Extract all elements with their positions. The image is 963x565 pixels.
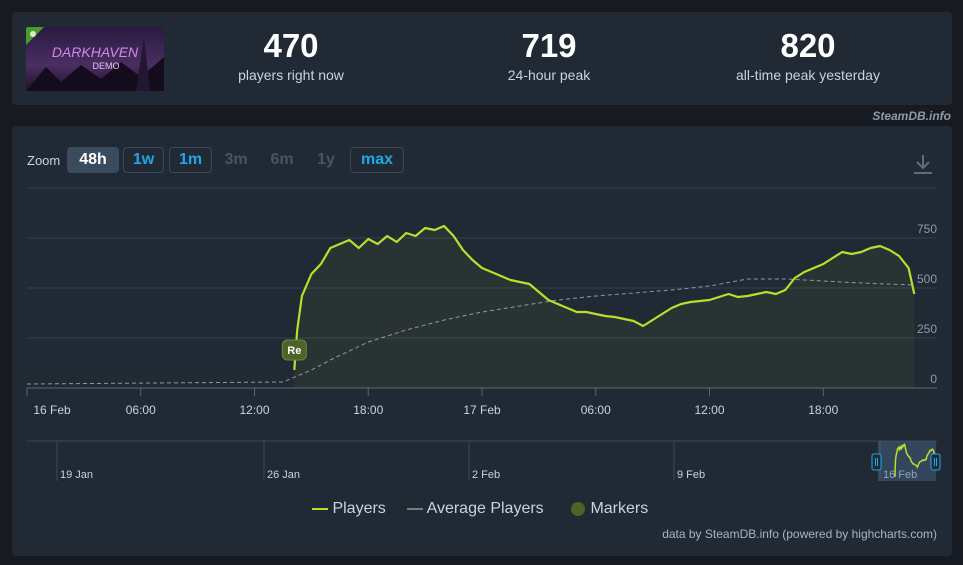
zoom-label: Zoom	[27, 153, 61, 168]
current-players-value: 470	[263, 27, 319, 64]
navigator-left-handle[interactable]	[871, 453, 882, 471]
x-tick-label: 12:00	[239, 403, 269, 417]
logo-title: DARKHAVEN	[52, 44, 139, 60]
x-tick-label: 06:00	[581, 403, 611, 417]
y-axis-labels: 750 500 250 0	[917, 222, 937, 386]
navigator-label: 19 Jan	[60, 469, 93, 481]
current-players-label: players right now	[238, 67, 344, 83]
steamdb-watermark[interactable]: SteamDB.info	[872, 109, 951, 123]
stat-all-time-peak: 820 all-time peak yesterday	[718, 26, 898, 84]
players-area	[294, 226, 915, 388]
release-marker-label: Re	[287, 345, 301, 357]
all-time-peak-value: 820	[780, 27, 836, 64]
stat-24h-peak: 719 24-hour peak	[478, 26, 620, 84]
zoom-48h-button[interactable]: 48h	[67, 147, 119, 173]
average-legend-icon	[407, 508, 423, 510]
zoom-1m-button[interactable]: 1m	[169, 147, 212, 173]
y-tick-label: 500	[917, 272, 937, 286]
players-legend-icon	[312, 507, 328, 510]
stat-current-players: 470 players right now	[210, 26, 372, 84]
navigator[interactable]: 19 Jan 26 Jan 2 Feb 9 Feb 16 Feb	[27, 440, 941, 481]
zoom-1w-button[interactable]: 1w	[123, 147, 164, 173]
navigator-selection	[878, 441, 936, 481]
y-tick-label: 250	[917, 322, 937, 336]
chart-card	[12, 126, 952, 556]
release-marker[interactable]: Re	[281, 339, 307, 361]
zoom-max-button[interactable]: max	[350, 147, 404, 173]
markers-legend-icon	[571, 501, 585, 516]
all-time-peak-label: all-time peak yesterday	[736, 67, 880, 83]
logo-subtitle: DEMO	[93, 61, 120, 71]
navigator-label: 26 Jan	[267, 469, 300, 481]
legend-markers-label: Markers	[590, 500, 649, 517]
x-tick-label: 17 Feb	[463, 403, 501, 417]
zoom-6m-button[interactable]: 6m	[270, 151, 294, 168]
legend-average-label: Average Players	[426, 500, 544, 517]
legend-players[interactable]: Players	[312, 500, 386, 518]
legend-average-players[interactable]: Average Players	[407, 500, 544, 518]
stats-card: DARKHAVEN DEMO 470 players right now 719…	[12, 12, 952, 105]
highcharts-credit[interactable]: data by SteamDB.info (powered by highcha…	[662, 527, 937, 541]
x-tick-label: 18:00	[808, 403, 838, 417]
zoom-3m-button[interactable]: 3m	[224, 151, 248, 168]
navigator-label: 2 Feb	[472, 469, 500, 481]
navigator-label: 9 Feb	[677, 469, 705, 481]
x-tick-label: 16 Feb	[33, 403, 71, 417]
y-tick-label: 750	[917, 222, 937, 236]
y-tick-label: 0	[930, 372, 937, 386]
legend-players-label: Players	[332, 500, 386, 517]
x-tick-label: 12:00	[694, 403, 724, 417]
navigator-label: 16 Feb	[883, 469, 917, 481]
navigator-right-handle[interactable]	[930, 453, 941, 471]
zoom-1y-button[interactable]: 1y	[317, 151, 335, 168]
peak-24h-value: 719	[521, 27, 577, 64]
peak-24h-label: 24-hour peak	[507, 67, 591, 83]
x-axis-labels: 16 Feb 06:00 12:00 18:00 17 Feb 06:00 12:00 18:…	[26, 388, 839, 417]
x-tick-label: 06:00	[126, 403, 156, 417]
download-icon[interactable]	[912, 152, 934, 176]
navigator-series-line	[894, 442, 936, 477]
players-line	[293, 224, 916, 371]
average-players-line	[26, 278, 915, 385]
game-logo[interactable]: DARKHAVEN DEMO	[26, 27, 164, 91]
x-tick-label: 18:00	[353, 403, 383, 417]
legend-markers[interactable]: Markers	[570, 500, 648, 518]
